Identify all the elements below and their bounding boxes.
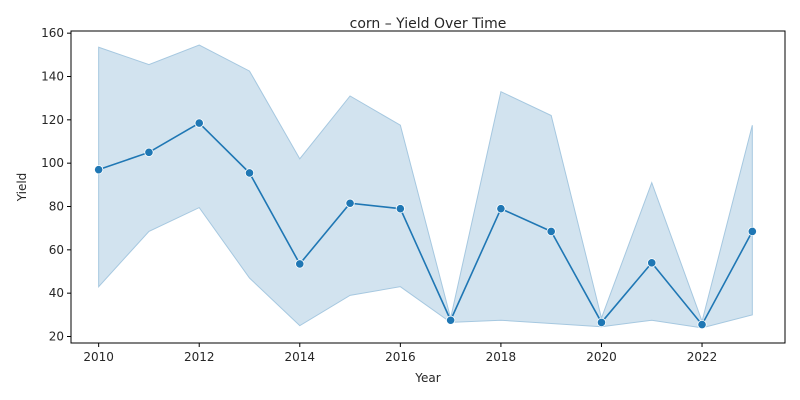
data-point-2018 — [496, 204, 506, 214]
y-tick-label: 120 — [41, 113, 64, 127]
chart-title: corn – Yield Over Time — [350, 16, 507, 32]
data-point-2023 — [747, 226, 757, 237]
data-point-2021 — [647, 258, 657, 268]
data-point-2016 — [395, 204, 405, 214]
y-tick-label: 20 — [49, 330, 64, 344]
data-point-2019 — [546, 226, 556, 237]
yield-line — [98, 122, 754, 327]
data-point-2015 — [345, 198, 355, 208]
data-point-2017 — [446, 315, 456, 325]
data-point-2012 — [194, 118, 204, 128]
y-tick-label: 160 — [41, 26, 64, 40]
y-tick-label: 40 — [49, 286, 64, 300]
y-tick-label: 100 — [41, 156, 64, 170]
plot-frame — [70, 30, 786, 344]
y-tick-label: 60 — [49, 243, 64, 257]
y-tick-label: 140 — [41, 70, 64, 84]
data-point-2011 — [144, 147, 154, 157]
data-point-2010 — [94, 165, 104, 175]
confidence-band — [98, 44, 753, 329]
data-point-2014 — [295, 259, 305, 269]
x-tick-label: 2016 — [385, 350, 416, 364]
x-tick-label: 2014 — [285, 350, 316, 364]
y-tick-label: 80 — [49, 200, 64, 214]
x-tick-label: 2018 — [486, 350, 517, 364]
data-point-2013 — [244, 168, 255, 178]
x-tick-label: 2012 — [184, 350, 215, 364]
data-point-2022 — [697, 319, 707, 330]
x-tick-label: 2020 — [586, 350, 617, 364]
x-tick-label: 2010 — [83, 350, 114, 364]
x-axis-label: Year — [414, 371, 440, 385]
y-axis-label: Yield — [15, 173, 29, 203]
x-tick-label: 2022 — [687, 350, 718, 364]
data-point-2020 — [596, 317, 607, 328]
